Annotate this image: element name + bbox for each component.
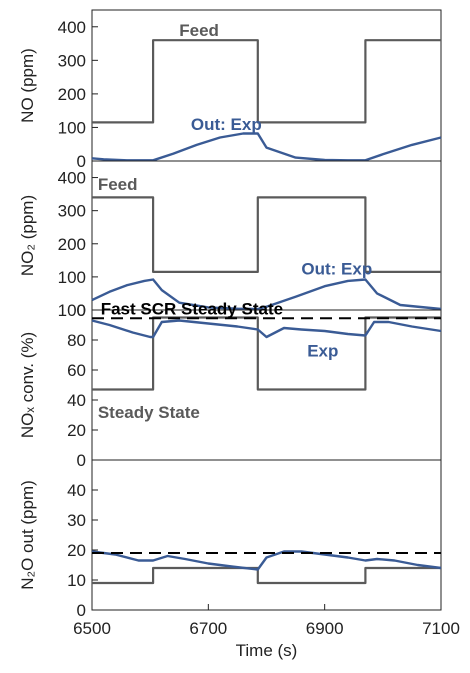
- annotation-label: Out: Exp: [191, 115, 262, 134]
- y-tick-label: 200: [58, 85, 86, 104]
- annotation-label: Fast SCR Steady State: [101, 300, 283, 319]
- y-tick-label: 20: [67, 421, 86, 440]
- y-tick-label: 0: [77, 152, 86, 171]
- y-tick-label: 400: [58, 18, 86, 37]
- y-axis-label: NO (ppm): [18, 48, 37, 123]
- series-line-step: [92, 39, 441, 124]
- y-tick-label: 0: [77, 451, 86, 470]
- y-tick-label: 20: [67, 541, 86, 560]
- series-line-step: [92, 316, 441, 391]
- y-tick-label: 40: [67, 391, 86, 410]
- series-line-exp: [91, 319, 442, 339]
- y-tick-label: 100: [58, 268, 86, 287]
- y-tick-label: 100: [58, 118, 86, 137]
- series-line-step: [92, 566, 441, 585]
- series-line-exp: [91, 132, 442, 162]
- y-axis-label: NO₂ (ppm): [18, 195, 37, 276]
- annotation-label: Feed: [179, 21, 219, 40]
- y-tick-label: 0: [77, 601, 86, 620]
- series-line-exp: [91, 550, 442, 571]
- annotation-label: Exp: [307, 342, 338, 361]
- plot-frame: [91, 459, 442, 611]
- x-tick-label: 6700: [189, 619, 227, 638]
- y-tick-label: 60: [67, 361, 86, 380]
- y-axis-label: N₂O out (ppm): [18, 480, 37, 590]
- y-tick-label: 100: [58, 301, 86, 320]
- y-tick-label: 300: [58, 202, 86, 221]
- x-tick-label: 6500: [73, 619, 111, 638]
- y-tick-label: 40: [67, 481, 86, 500]
- y-tick-label: 0: [77, 301, 86, 320]
- y-tick-label: 300: [58, 51, 86, 70]
- y-tick-label: 80: [67, 331, 86, 350]
- y-tick-label: 10: [67, 571, 86, 590]
- y-tick-label: 30: [67, 511, 86, 530]
- panel-n2o: 0 10 20 30 40 N₂O out (ppm) 6500 6700 6900 7100 Ti…: [18, 459, 460, 660]
- annotation-label: Feed: [98, 175, 138, 194]
- panel-nox-conversion: 0 20 40 60 80 100 NOₓ conv. (%) Fast SCR Steady…: [18, 300, 442, 470]
- y-tick-label: 400: [58, 169, 86, 188]
- annotation-label: Out: Exp: [301, 260, 372, 279]
- y-tick-label: 200: [58, 235, 86, 254]
- plot-frame: [91, 9, 442, 162]
- annotation-label: Steady State: [98, 403, 200, 422]
- plot-frame: [91, 309, 442, 461]
- series-line-exp: [91, 278, 442, 311]
- x-tick-label: 7100: [422, 619, 460, 638]
- panel-no: 0 100 200 300 400 NO (ppm) Feed Out: Exp: [18, 9, 442, 171]
- series-line-step: [92, 196, 441, 273]
- x-axis-label: Time (s): [236, 641, 298, 660]
- y-axis-label: NOₓ conv. (%): [18, 332, 37, 438]
- plot-frame: [91, 160, 442, 311]
- x-tick-label: 6900: [306, 619, 344, 638]
